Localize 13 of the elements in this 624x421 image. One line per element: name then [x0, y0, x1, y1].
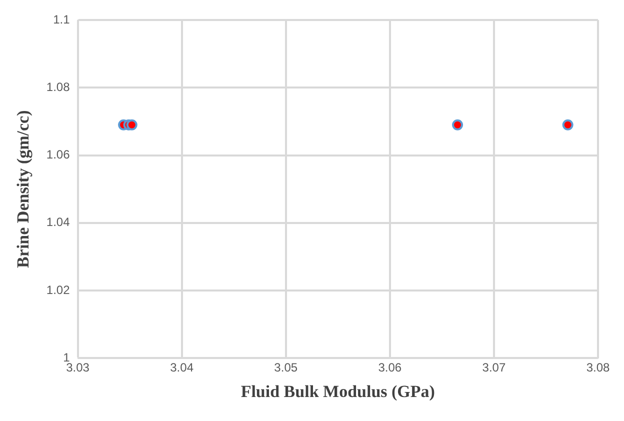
- x-tick-label: 3.03: [66, 360, 90, 375]
- y-tick-label: 1.06: [46, 148, 70, 162]
- x-tick-label: 3.08: [586, 360, 610, 375]
- x-tick-label: 3.05: [274, 360, 298, 375]
- x-tick-label: 3.06: [378, 360, 402, 375]
- y-tick-label: 1.04: [46, 215, 70, 230]
- x-axis-title: Fluid Bulk Modulus (GPa): [240, 382, 435, 402]
- y-tick-label: 1.02: [46, 282, 70, 297]
- y-tick-label: 1.1: [53, 12, 70, 26]
- x-tick-label: 3.04: [170, 360, 194, 375]
- y-axis-title: Brine Density (gm/cc): [14, 110, 33, 268]
- x-tick-label: 3.07: [482, 360, 506, 375]
- y-tick-label: 1.08: [46, 80, 70, 94]
